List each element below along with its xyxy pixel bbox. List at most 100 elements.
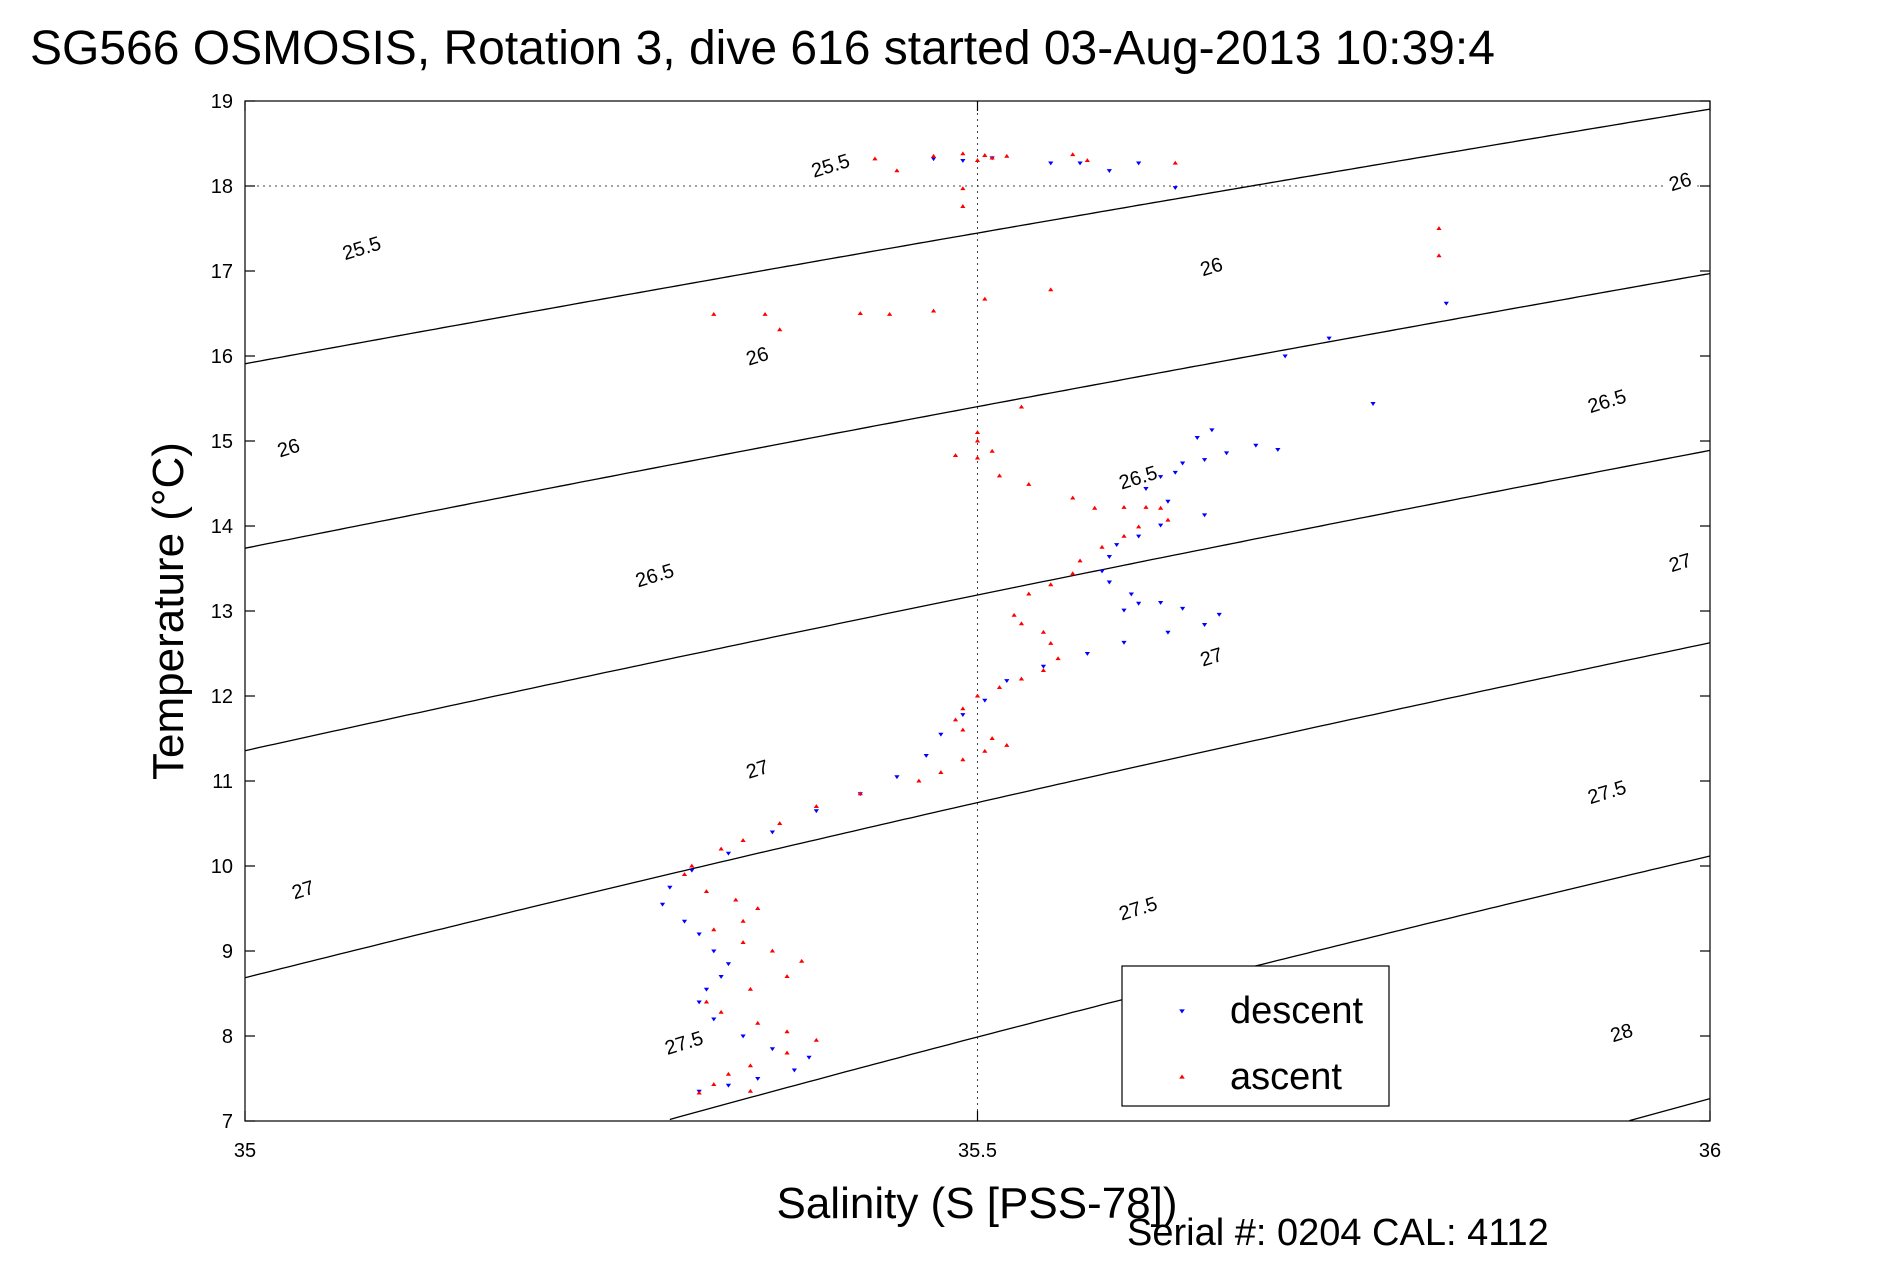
ascent-point <box>974 693 981 698</box>
ascent-point <box>1099 544 1105 549</box>
ascent-point <box>1040 668 1047 673</box>
ascent-point <box>938 770 944 775</box>
descent-point <box>791 1068 797 1073</box>
ascent-point <box>740 918 746 923</box>
descent-point <box>960 713 966 718</box>
descent-point <box>1275 447 1281 452</box>
y-tick-label: 8 <box>222 1026 233 1048</box>
y-tick-label: 15 <box>211 431 233 453</box>
descent-point <box>1136 161 1142 166</box>
plot-area: 25.525.52626262626.526.526.52727272727.5… <box>211 91 1721 1162</box>
ascent-point <box>777 327 783 332</box>
descent-point <box>1165 499 1171 504</box>
ascent-point <box>1158 505 1164 510</box>
ascent-point <box>1004 742 1010 747</box>
descent-point <box>1121 608 1127 613</box>
descent-point <box>960 158 966 163</box>
descent-point <box>1326 336 1332 341</box>
ascent-point <box>1121 533 1127 538</box>
ascent-point <box>1004 153 1010 158</box>
ascent-point <box>930 153 937 158</box>
descent-point <box>1128 592 1134 597</box>
y-tick-label: 10 <box>211 856 233 878</box>
isopycnal-label-bg <box>626 556 683 593</box>
descent-point <box>1180 461 1186 466</box>
descent-point <box>769 830 775 835</box>
isopycnal-label-bg <box>1662 546 1698 577</box>
ascent-point <box>1048 640 1054 645</box>
descent-point <box>938 732 944 737</box>
isopycnal-label-bg <box>1193 640 1229 671</box>
ascent-point <box>1121 504 1127 509</box>
ascent-point <box>960 151 966 156</box>
descent-point <box>740 1034 746 1039</box>
ascent-point <box>952 453 959 458</box>
descent-point <box>1165 630 1171 635</box>
isopycnal-label-bg <box>802 146 859 183</box>
descent-point <box>813 809 819 814</box>
descent-point <box>894 775 900 780</box>
descent-point <box>1121 640 1127 645</box>
ascent-point <box>996 473 1003 478</box>
descent-point <box>982 698 988 703</box>
ascent-point <box>996 685 1003 690</box>
descent-point <box>1194 436 1200 440</box>
ascent-point <box>916 778 922 783</box>
y-tick-label: 17 <box>211 261 233 283</box>
ascent-point <box>887 312 893 316</box>
y-tick-label: 16 <box>211 346 233 368</box>
ascent-point <box>703 889 710 894</box>
ascent-point <box>711 927 717 932</box>
legend-marker-ascent <box>1179 1074 1185 1079</box>
ascent-point <box>681 872 688 877</box>
descent-point <box>1158 523 1164 528</box>
ascent-point <box>784 1050 790 1055</box>
isopycnal-label: 27 <box>285 873 321 904</box>
descent-point <box>1077 161 1083 166</box>
ascent-point <box>813 804 819 809</box>
ascent-point <box>1436 253 1442 258</box>
isopycnal-label-bg <box>1578 381 1635 419</box>
isopycnal-label-bg <box>333 228 390 266</box>
descent-point <box>769 1047 775 1052</box>
ascent-point <box>982 296 988 301</box>
grid-lines <box>245 101 1710 1121</box>
descent-point <box>1143 487 1149 491</box>
descent-point <box>718 974 724 979</box>
ascent-point <box>952 717 959 722</box>
descent-point <box>1158 475 1164 480</box>
y-tick-label: 19 <box>211 91 233 113</box>
isopycnal-label: 27 <box>739 753 775 784</box>
descent-point <box>1084 651 1090 656</box>
descent-point <box>681 919 688 924</box>
descent-point <box>1004 679 1010 684</box>
descent-point <box>1114 543 1120 548</box>
descent-point <box>659 902 666 907</box>
ascent-point <box>960 706 966 711</box>
ascent-point <box>689 863 695 868</box>
ascent-point <box>1165 517 1171 522</box>
ascent-point <box>974 158 981 163</box>
descent-point <box>1223 451 1230 456</box>
isopycnal-label: 26 <box>270 431 306 462</box>
ascent-point <box>1026 482 1032 486</box>
isopycnal-line-28 <box>1629 1097 1711 1122</box>
descent-point <box>703 987 710 992</box>
ascent-point <box>974 455 981 460</box>
descent-point <box>1443 301 1449 306</box>
x-tick-label: 35 <box>234 1140 256 1162</box>
legend-item-descent: descent <box>1179 990 1364 1032</box>
ascent-point <box>1070 571 1076 576</box>
isopycnal-label: 26 <box>1193 250 1229 281</box>
legend-item-ascent: ascent <box>1179 1056 1342 1098</box>
ascent-point <box>733 897 739 902</box>
y-tick-label: 12 <box>211 686 233 708</box>
ascent-point <box>1172 160 1178 165</box>
isopycnal-label: 27 <box>1193 640 1229 671</box>
descent-point <box>1201 623 1208 627</box>
ascent-point <box>974 438 981 443</box>
isopycnal-line-26.5 <box>244 449 1711 752</box>
isopycnal-label-bg <box>739 753 775 783</box>
descent-point <box>755 1076 761 1081</box>
